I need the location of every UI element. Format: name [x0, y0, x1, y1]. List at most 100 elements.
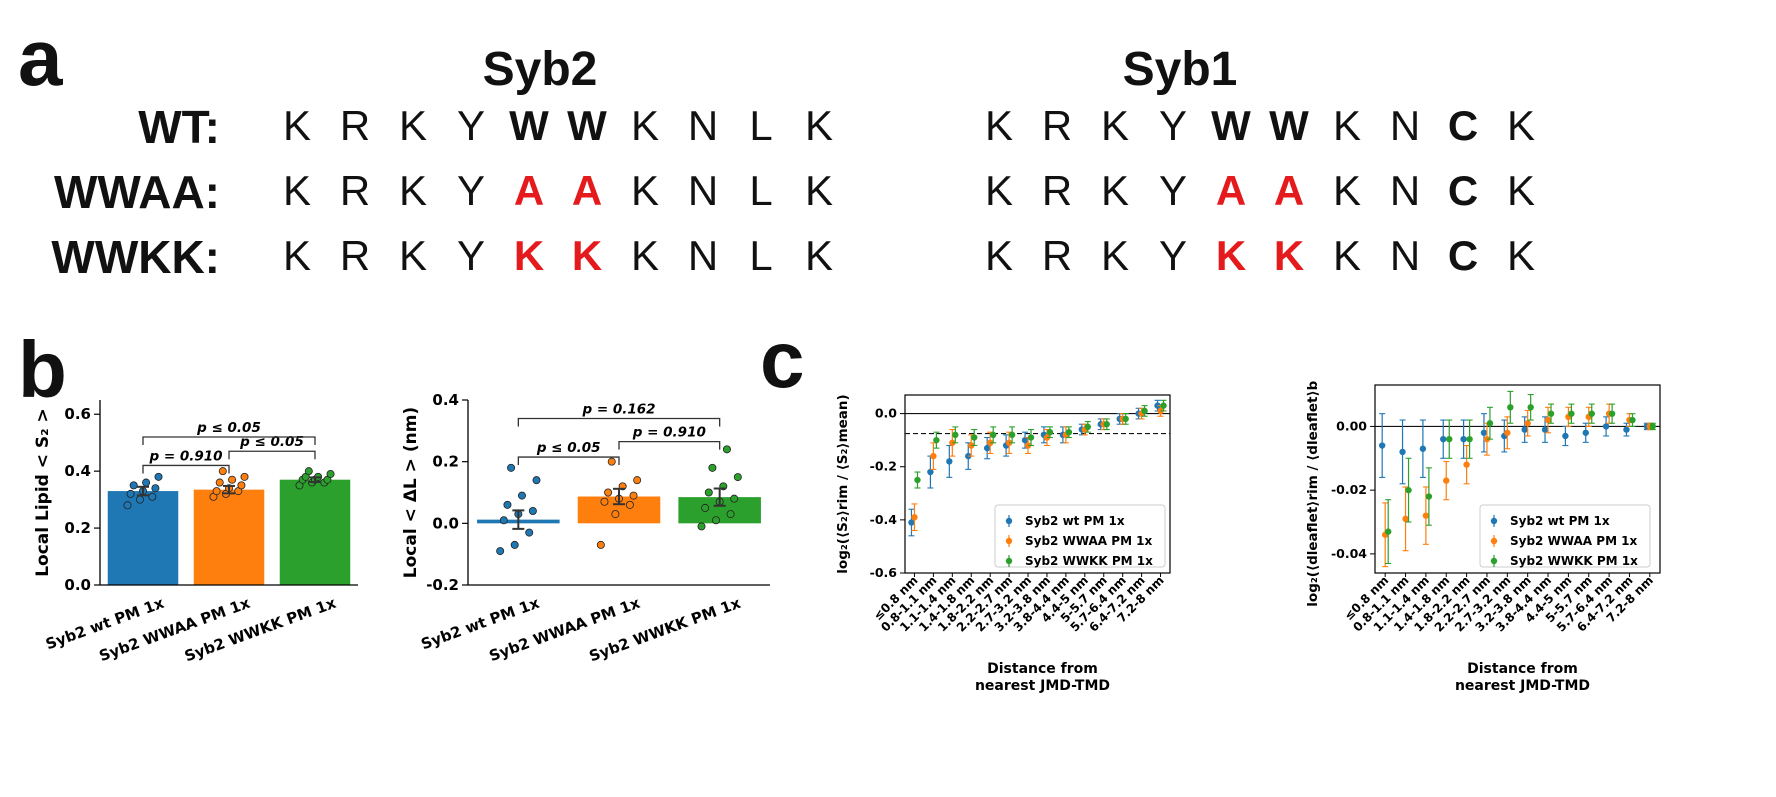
residue: N [1389, 167, 1421, 214]
data-point [914, 476, 921, 484]
data-point [596, 540, 605, 549]
residue: K [804, 232, 833, 279]
row-label: WWKK: [51, 231, 220, 283]
syb2-title: Syb2 [482, 43, 598, 96]
significance-bracket [142, 436, 316, 445]
residue: Y [456, 167, 485, 214]
residue: K [1506, 167, 1535, 214]
data-point [135, 495, 144, 504]
y-tick-label: 0.0 [875, 406, 897, 421]
residue: K [1332, 232, 1361, 279]
legend-marker [1490, 517, 1498, 525]
data-point [1440, 435, 1447, 443]
residue: K [984, 102, 1013, 149]
data-point [237, 481, 246, 490]
residue: K [282, 232, 311, 279]
residue: N [687, 167, 719, 214]
data-point [304, 467, 313, 476]
data-point [1544, 416, 1552, 424]
data-point [1527, 404, 1534, 411]
panel-b-label: b [18, 325, 67, 414]
residue: K [1100, 232, 1129, 279]
residue: R [339, 102, 371, 149]
data-point [722, 445, 731, 454]
category-label: Syb2 WWKK PM 1x [182, 594, 339, 666]
y-tick-label: -0.02 [1331, 482, 1367, 497]
data-point [1021, 436, 1029, 444]
data-point [604, 488, 613, 497]
row-label: WWAA: [53, 166, 220, 218]
residue: L [749, 232, 773, 279]
p-value-label: p = 0.162 [581, 402, 655, 418]
residue: K [984, 232, 1013, 279]
data-point [1405, 486, 1412, 494]
p-value-label: p ≤ 0.05 [536, 440, 601, 456]
y-axis-label: log₂(⟨dleaflet⟩rim / ⟨dleaflet⟩bulk) [1305, 380, 1321, 607]
data-point [1541, 426, 1549, 433]
data-point [1399, 448, 1406, 456]
data-point [215, 478, 224, 487]
residue: R [1041, 232, 1073, 279]
data-point [1141, 407, 1148, 415]
syb1-title: Syb1 [1122, 43, 1238, 96]
residue: K [630, 167, 659, 214]
data-point [1480, 429, 1488, 436]
data-point [496, 547, 505, 556]
data-point [1422, 512, 1430, 519]
data-point [704, 488, 713, 497]
residue: N [1389, 102, 1421, 149]
data-point [1547, 410, 1555, 417]
data-point [1466, 435, 1473, 443]
residue: K [282, 102, 311, 149]
residue: K [1506, 232, 1535, 279]
data-point [123, 501, 132, 510]
residue: C [1447, 102, 1479, 149]
data-point [733, 473, 742, 482]
chart-c2: -0.04-0.020.00≤0.8 nm0.8-1.1 nm1.1-1.4 n… [1305, 380, 1661, 694]
bar [193, 489, 265, 585]
data-point [1463, 461, 1470, 468]
row-label: WT: [138, 101, 220, 153]
legend-box [1479, 504, 1651, 568]
data-point [1521, 426, 1528, 433]
legend-label: Syb2 WWAA PM 1x [1510, 534, 1638, 548]
data-point [503, 500, 512, 509]
data-point [611, 510, 620, 519]
residue: L [749, 167, 773, 214]
data-point [1425, 493, 1433, 500]
residue: K [1506, 102, 1535, 149]
significance-bracket [228, 450, 316, 460]
residue: K [804, 167, 833, 214]
data-point [507, 463, 516, 472]
residue: A [571, 167, 603, 214]
residue: K [1215, 232, 1247, 279]
residue: Y [1158, 232, 1187, 279]
legend-marker [1490, 537, 1498, 545]
data-point [949, 439, 956, 447]
data-point [629, 491, 638, 500]
data-point [510, 540, 519, 549]
data-point [933, 436, 940, 444]
y-tick-label: 0.4 [432, 391, 459, 409]
residue: K [1273, 232, 1305, 279]
significance-bracket [517, 456, 620, 466]
residue: Y [456, 232, 485, 279]
data-point [1419, 445, 1427, 452]
data-point [952, 431, 959, 439]
data-point [1602, 423, 1610, 430]
data-point [532, 476, 541, 485]
x-axis-label: Distance from [987, 661, 1098, 677]
residue: N [1389, 232, 1421, 279]
data-point [726, 510, 735, 519]
residue: K [513, 232, 545, 279]
data-point [986, 439, 994, 447]
data-point [708, 463, 717, 472]
residue: K [398, 167, 427, 214]
x-axis-label: nearest JMD-TMD [975, 678, 1110, 694]
data-point [228, 475, 237, 484]
